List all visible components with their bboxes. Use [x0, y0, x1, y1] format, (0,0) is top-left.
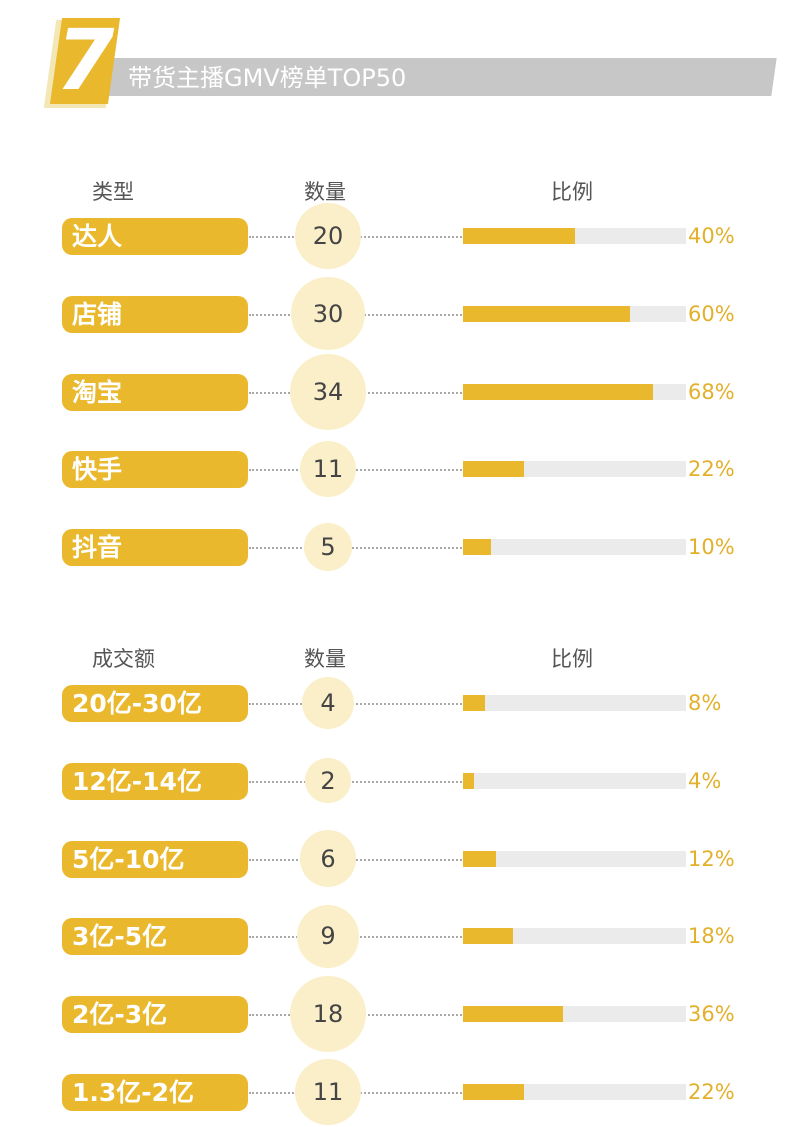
category-label: 淘宝 [72, 377, 123, 407]
bar-track [463, 850, 686, 867]
table-row: 2亿-3亿 18 36% [0, 976, 800, 1053]
category-pill: 20亿-30亿 [62, 685, 248, 722]
count-circle [295, 203, 361, 269]
count-value: 4 [320, 689, 336, 717]
column-header-ratio: 比例 [551, 180, 593, 204]
table-row: 抖音 5 10% [0, 512, 800, 582]
percent-label: 22% [688, 457, 735, 482]
leader-line [249, 780, 462, 783]
percent-label: 4% [688, 768, 722, 793]
percent-label: 22% [688, 1080, 735, 1104]
count-value: 2 [320, 766, 336, 795]
count-circle [299, 830, 357, 887]
table-row: 淘宝 34 68% [0, 353, 800, 430]
percent-label: 40% [688, 224, 735, 248]
category-pill: 店铺 [62, 295, 248, 333]
count-circle [290, 353, 366, 430]
category-label: 5亿-10亿 [72, 844, 185, 874]
category-label: 店铺 [72, 299, 123, 329]
page-title: 带货主播GMV榜单TOP50 [128, 64, 407, 92]
bar [463, 850, 497, 867]
column-header-ratio: 比例 [551, 647, 593, 671]
category-label: 3亿-5亿 [72, 922, 168, 952]
leader-line [249, 703, 462, 705]
table-row: 达人 20 40% [0, 201, 800, 271]
category-label: 快手 [72, 455, 123, 485]
count-circle [299, 441, 357, 498]
bar [463, 772, 475, 789]
count-circle [305, 758, 351, 804]
table-row: 1.3亿-2亿 11 22% [0, 1057, 800, 1127]
category-pill: 抖音 [62, 529, 248, 567]
bar [463, 1084, 525, 1100]
table-row: 店铺 30 60% [0, 277, 800, 351]
count-value: 5 [320, 533, 336, 562]
category-label: 达人 [72, 222, 123, 251]
category-label: 20亿-30亿 [72, 689, 202, 718]
count-value: 9 [320, 922, 336, 951]
count-value: 11 [312, 455, 344, 484]
count-circle [302, 677, 354, 729]
table-row: 20亿-30亿 4 8% [0, 668, 800, 738]
category-pill: 1.3亿-2亿 [62, 1074, 248, 1111]
count-circle [290, 976, 366, 1053]
category-label: 抖音 [72, 533, 123, 563]
category-pill: 2亿-3亿 [62, 996, 248, 1034]
leader-line [249, 547, 462, 550]
percent-label: 12% [688, 846, 735, 871]
table-row: 5亿-10亿 6 12% [0, 824, 800, 894]
count-value: 18 [312, 1000, 344, 1029]
header: 7 带货主播GMV榜单TOP50 [0, 0, 800, 130]
bar-track [463, 695, 686, 711]
category-pill: 淘宝 [62, 373, 248, 411]
percent-label: 8% [688, 691, 722, 715]
header-number: 7 [56, 11, 115, 109]
count-value: 11 [312, 1078, 344, 1106]
percent-label: 60% [688, 301, 735, 326]
bar [463, 305, 631, 322]
table-row: 3亿-5亿 9 18% [0, 901, 800, 971]
bar [463, 383, 653, 400]
count-value: 34 [312, 377, 344, 406]
column-header-category: 类型 [92, 180, 134, 204]
table-row: 快手 11 22% [0, 434, 800, 504]
bar [463, 539, 491, 556]
category-label: 2亿-3亿 [72, 1000, 168, 1030]
category-pill: 达人 [62, 218, 248, 255]
bar-track [463, 539, 686, 556]
category-pill: 12亿-14亿 [62, 762, 248, 800]
bar [463, 695, 486, 711]
count-circle [291, 277, 365, 351]
percent-label: 68% [688, 379, 735, 404]
bar-track [463, 928, 686, 945]
bar-track [463, 772, 686, 789]
bar [463, 461, 525, 478]
count-circle [296, 905, 360, 968]
category-pill: 快手 [62, 451, 248, 489]
percent-label: 10% [688, 535, 735, 560]
percent-label: 18% [688, 924, 735, 949]
count-circle [304, 523, 352, 571]
category-label: 12亿-14亿 [72, 766, 202, 796]
count-value: 30 [312, 299, 344, 328]
category-pill: 5亿-10亿 [62, 840, 248, 878]
category-pill: 3亿-5亿 [62, 918, 248, 956]
column-header-count: 数量 [304, 180, 346, 204]
percent-label: 36% [688, 1002, 735, 1027]
category-label: 1.3亿-2亿 [72, 1078, 195, 1107]
count-value: 6 [320, 844, 336, 873]
column-header-category: 成交额 [92, 647, 155, 671]
count-value: 20 [312, 222, 344, 250]
table-row: 12亿-14亿 2 4% [0, 746, 800, 816]
column-header-count: 数量 [304, 647, 346, 671]
bar [463, 928, 514, 945]
bar [463, 228, 575, 244]
bar [463, 1006, 564, 1023]
